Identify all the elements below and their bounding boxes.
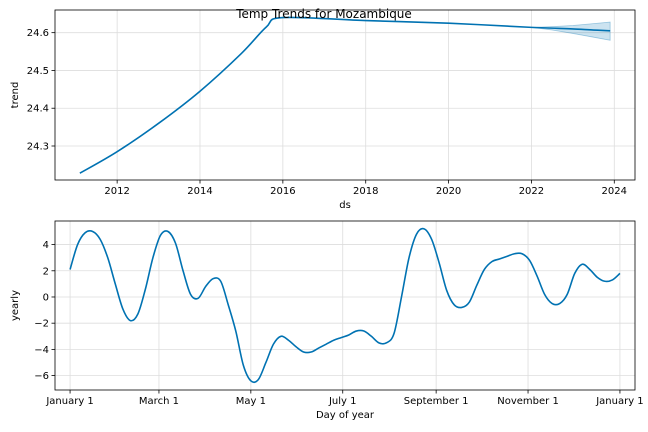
yearly-xtick-label: November 1 — [497, 396, 559, 407]
trend-xtick-label: 2016 — [270, 186, 295, 197]
yearly-series-line — [69, 227, 621, 384]
yearly-ytick-label: −2 — [34, 319, 49, 330]
trend-uncertainty-band — [531, 21, 611, 41]
yearly-xtick-label: January 1 — [595, 396, 643, 407]
yearly-ytick-label: 0 — [43, 292, 49, 303]
figure-title: Temp Trends for Mozambique — [236, 7, 412, 21]
trend-xtick-label: 2014 — [187, 186, 212, 197]
trend-ylabel: trend — [10, 82, 21, 109]
yearly-axes-frame — [54, 220, 636, 391]
trend-series-line — [79, 16, 611, 174]
yearly-ytick-label: 4 — [43, 240, 49, 251]
trend-xtick-label: 2012 — [104, 186, 129, 197]
trend-axes-frame — [54, 9, 636, 181]
trend-ytick-label: 24.5 — [27, 66, 49, 77]
yearly-xtick-label: July 1 — [328, 396, 357, 407]
trend-xtick-label: 2022 — [519, 186, 544, 197]
yearly-xtick-label: September 1 — [404, 396, 469, 407]
trend-ytick-label: 24.3 — [27, 142, 49, 153]
trend-xtick-label: 2020 — [436, 186, 461, 197]
yearly-ylabel: yearly — [10, 290, 21, 321]
trend-ytick-label: 24.6 — [27, 28, 49, 39]
yearly-ytick-label: −4 — [34, 345, 49, 356]
trend-xtick-label: 2024 — [602, 186, 627, 197]
panel-yearly: January 1 March 1 May 1 July 1 September 1 No… — [10, 220, 644, 421]
yearly-xtick-label: May 1 — [236, 396, 266, 407]
yearly-xtick-label: March 1 — [139, 396, 179, 407]
yearly-xlabel: Day of year — [316, 410, 375, 421]
trend-xlabel: ds — [339, 200, 351, 211]
trend-xtick-label: 2018 — [353, 186, 378, 197]
yearly-ytick-label: 2 — [43, 266, 49, 277]
yearly-ytick-label: −6 — [34, 371, 49, 382]
trend-ytick-label: 24.4 — [27, 104, 49, 115]
yearly-xtick-label: January 1 — [45, 396, 93, 407]
panel-trend: 2012 2014 2016 2018 2020 2022 2024 24.3 24.4 24.5… — [10, 9, 636, 211]
